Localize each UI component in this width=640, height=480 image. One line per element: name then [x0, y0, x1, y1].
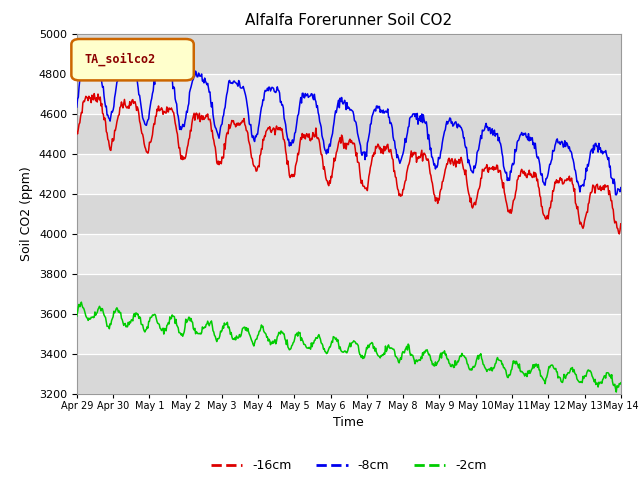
- Y-axis label: Soil CO2 (ppm): Soil CO2 (ppm): [20, 166, 33, 261]
- Bar: [77, 274, 621, 313]
- Bar: [77, 354, 621, 394]
- Bar: [77, 154, 621, 193]
- Text: TA_soilco2: TA_soilco2: [85, 53, 156, 66]
- Title: Alfalfa Forerunner Soil CO2: Alfalfa Forerunner Soil CO2: [245, 13, 452, 28]
- Bar: [77, 234, 621, 274]
- FancyBboxPatch shape: [72, 39, 194, 80]
- Bar: [77, 313, 621, 354]
- Bar: [77, 73, 621, 114]
- X-axis label: Time: Time: [333, 416, 364, 429]
- Bar: [77, 114, 621, 154]
- Bar: [77, 193, 621, 234]
- Bar: [77, 34, 621, 73]
- Legend: -16cm, -8cm, -2cm: -16cm, -8cm, -2cm: [205, 455, 492, 477]
